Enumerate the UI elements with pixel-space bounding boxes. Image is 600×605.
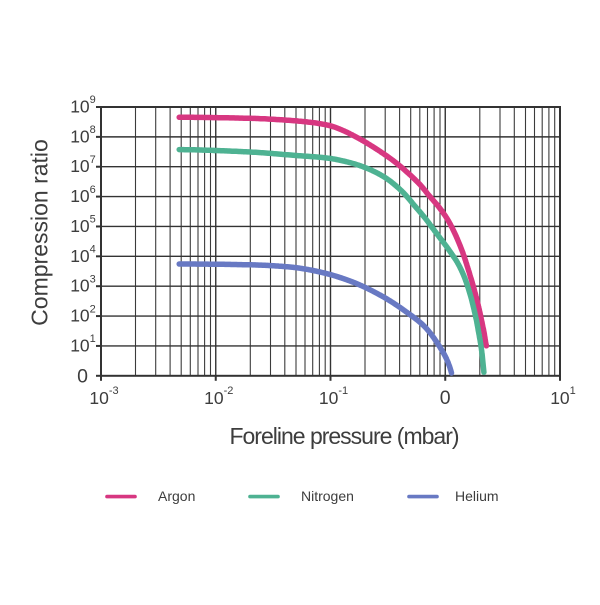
svg-text:0: 0 [440,387,451,409]
svg-text:106: 106 [70,184,96,206]
svg-text:101: 101 [70,333,96,355]
svg-text:Foreline pressure (mbar): Foreline pressure (mbar) [229,423,458,449]
svg-text:109: 109 [70,94,96,116]
svg-text:Compression ratio: Compression ratio [27,139,53,326]
svg-text:105: 105 [70,214,96,236]
svg-text:102: 102 [70,303,96,325]
svg-text:0: 0 [77,366,88,388]
svg-text:Nitrogen: Nitrogen [301,488,354,504]
svg-text:108: 108 [70,124,96,146]
svg-text:107: 107 [70,154,96,176]
svg-text:104: 104 [70,243,96,265]
svg-text:101: 101 [550,385,576,408]
svg-text:103: 103 [70,273,96,295]
svg-text:Argon: Argon [158,488,195,504]
svg-text:Helium: Helium [455,488,499,504]
